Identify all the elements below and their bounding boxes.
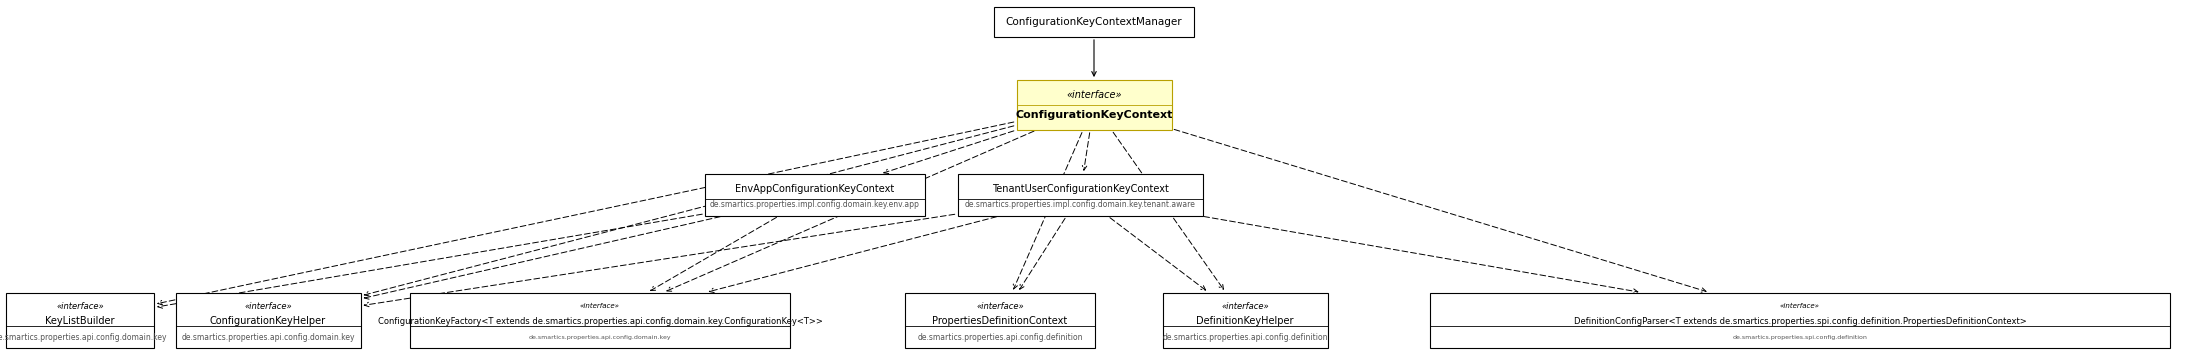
Text: ConfigurationKeyHelper: ConfigurationKeyHelper — [210, 316, 326, 326]
Text: TenantUserConfigurationKeyContext: TenantUserConfigurationKeyContext — [992, 184, 1169, 194]
Text: DefinitionConfigParser<T extends de.smartics.properties.spi.config.definition.Pr: DefinitionConfigParser<T extends de.smar… — [1574, 317, 2027, 326]
Text: de.smartics.properties.impl.config.domain.key.tenant.aware: de.smartics.properties.impl.config.domai… — [965, 200, 1195, 209]
Text: de.smartics.properties.impl.config.domain.key.env.app: de.smartics.properties.impl.config.domai… — [709, 200, 919, 209]
Text: EnvAppConfigurationKeyContext: EnvAppConfigurationKeyContext — [736, 184, 895, 194]
Text: «interface»: «interface» — [245, 302, 291, 311]
Text: de.smartics.properties.api.config.definition: de.smartics.properties.api.config.defini… — [917, 333, 1084, 342]
Text: de.smartics.properties.api.config.definition: de.smartics.properties.api.config.defini… — [1162, 333, 1329, 342]
Text: ConfigurationKeyContext: ConfigurationKeyContext — [1016, 110, 1173, 120]
Bar — [904, 293, 1094, 347]
Bar — [175, 293, 361, 347]
Text: «interface»: «interface» — [976, 302, 1024, 311]
Bar — [994, 7, 1193, 37]
Bar — [705, 174, 926, 216]
Text: de.smartics.properties.spi.config.definition: de.smartics.properties.spi.config.defini… — [1731, 335, 1867, 340]
Bar — [1162, 293, 1327, 347]
Bar — [957, 174, 1202, 216]
Bar — [409, 293, 790, 347]
Text: «interface»: «interface» — [1066, 90, 1121, 100]
Text: DefinitionKeyHelper: DefinitionKeyHelper — [1195, 316, 1294, 326]
Text: KeyListBuilder: KeyListBuilder — [46, 316, 114, 326]
Text: de.smartics.properties.api.config.domain.key: de.smartics.properties.api.config.domain… — [0, 333, 166, 342]
Text: «interface»: «interface» — [1780, 303, 1819, 309]
Text: «interface»: «interface» — [57, 302, 103, 311]
Bar — [1429, 293, 2169, 347]
Text: ConfigurationKeyContextManager: ConfigurationKeyContextManager — [1005, 17, 1182, 27]
Text: ConfigurationKeyFactory<T extends de.smartics.properties.api.config.domain.key.C: ConfigurationKeyFactory<T extends de.sma… — [377, 317, 823, 326]
Bar — [7, 293, 153, 347]
Text: PropertiesDefinitionContext: PropertiesDefinitionContext — [933, 316, 1068, 326]
Text: «interface»: «interface» — [580, 303, 619, 309]
Bar — [1016, 80, 1171, 130]
Text: de.smartics.properties.api.config.domain.key: de.smartics.properties.api.config.domain… — [182, 333, 355, 342]
Text: «interface»: «interface» — [1221, 302, 1270, 311]
Text: de.smartics.properties.api.config.domain.key: de.smartics.properties.api.config.domain… — [530, 335, 672, 340]
